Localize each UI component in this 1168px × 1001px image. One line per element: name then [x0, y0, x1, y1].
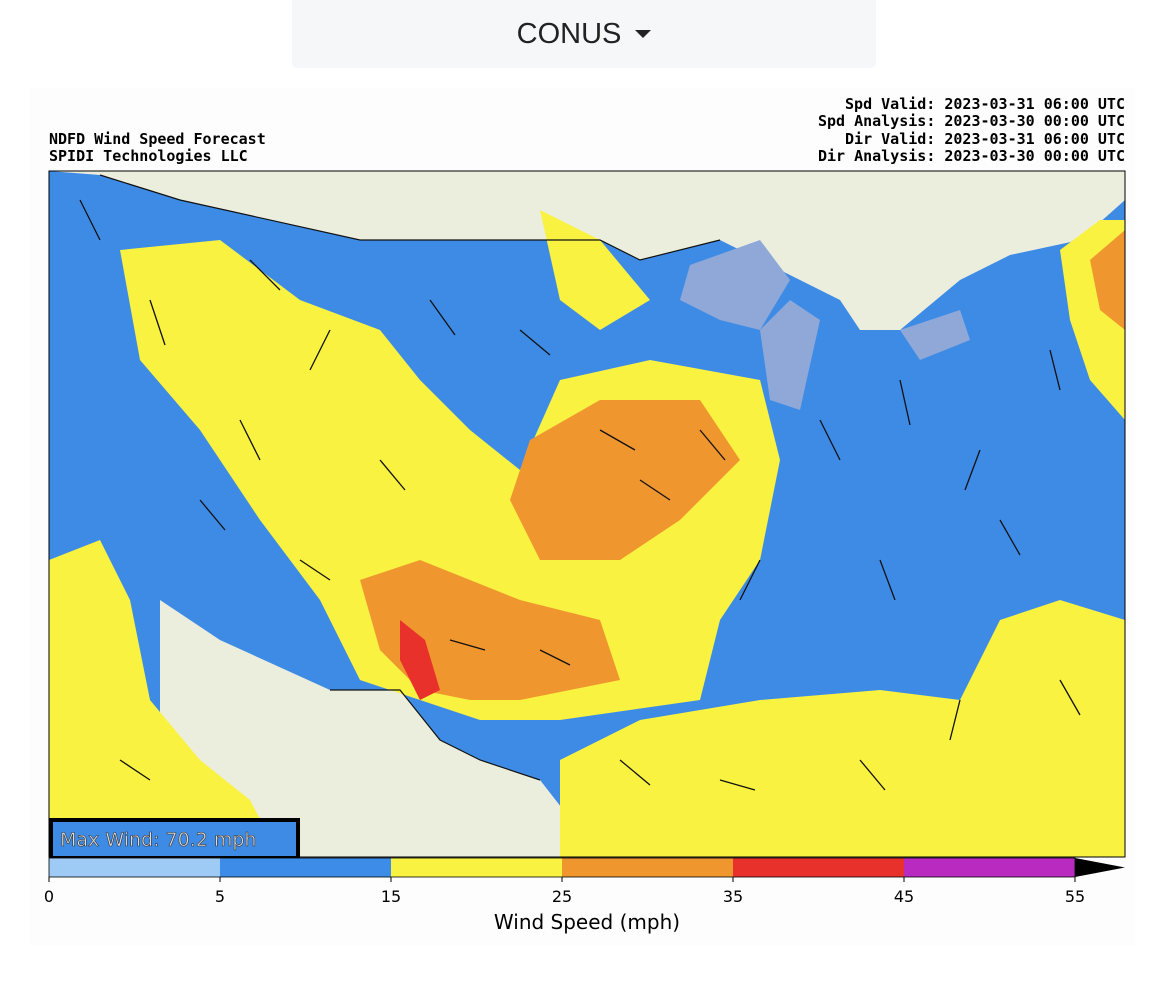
- wind-region: [49, 540, 280, 857]
- wind-region: [560, 600, 1125, 857]
- colorbar-segment: [904, 858, 1076, 877]
- caret: [635, 30, 652, 38]
- title-line: SPIDI Technologies LLC: [49, 147, 248, 165]
- colorbar-segment: [391, 858, 563, 877]
- canada: [49, 171, 1125, 330]
- colorbar-tick-label: 0: [44, 887, 54, 906]
- dropdown-label: CONUS: [516, 17, 622, 50]
- max-wind: Max Wind: 70.2 mph: [60, 829, 256, 851]
- colorbar-segment: [49, 858, 221, 877]
- borders: [99, 174, 721, 781]
- colorbar-tick-label: 15: [381, 887, 401, 906]
- region-dropdown[interactable]: CONUS: [292, 0, 876, 68]
- title-line: NDFD Wind Speed Forecast: [49, 130, 266, 148]
- wind-region: [400, 620, 440, 700]
- wind-region: [120, 240, 780, 720]
- colorbar-tick-label: 55: [1065, 887, 1085, 906]
- map: [49, 171, 1125, 857]
- colorbar-tick-label: 35: [723, 887, 743, 906]
- colorbar-segment: [562, 858, 734, 877]
- colorbar-segment: [220, 858, 392, 877]
- wind-barbs: [79, 199, 1081, 791]
- map-frame: [48, 170, 1126, 858]
- colorbar-tick-label: 5: [215, 887, 225, 906]
- valid-line: Spd Valid: 2023-03-31 06:00 UTC: [845, 95, 1125, 113]
- valid-line: Dir Valid: 2023-03-31 06:00 UTC: [845, 130, 1125, 148]
- colorbar-label: Wind Speed (mph): [494, 910, 680, 934]
- colorbar-segment: [733, 858, 905, 877]
- valid-line: Spd Analysis: 2023-03-30 00:00 UTC: [818, 112, 1125, 130]
- colorbar: 0 5 15 25 35 45 55 Wind Speed (mph): [44, 857, 1125, 934]
- colorbar-tick-label: 25: [552, 887, 572, 906]
- great-lakes: [680, 240, 970, 410]
- colorbar-extend: [1075, 858, 1125, 877]
- valid-line: Dir Analysis: 2023-03-30 00:00 UTC: [818, 147, 1125, 165]
- mexico: [160, 600, 600, 857]
- wind-region: [360, 400, 740, 700]
- wind-region: [1090, 230, 1125, 330]
- colorbar-tick-label: 45: [894, 887, 914, 906]
